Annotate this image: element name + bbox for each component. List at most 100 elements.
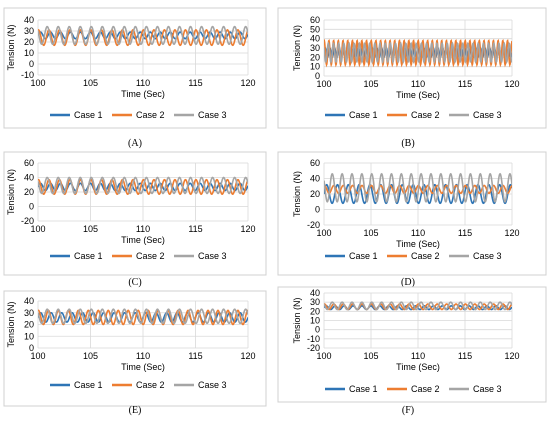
y-tick-label: 40 <box>24 296 34 306</box>
x-tick-label: 120 <box>240 224 255 234</box>
legend-label: Case 1 <box>349 251 378 261</box>
series-line-case-2 <box>324 39 512 68</box>
y-tick-label: -20 <box>307 343 320 353</box>
chart-c: -20 0 20 40 60 100 105 110 115 120 Time (Sec) Tensi… <box>6 158 256 261</box>
x-axis-title: Time (Sec) <box>396 362 440 372</box>
panel-e-frame <box>3 290 267 407</box>
x-axis-title: Time (Sec) <box>121 89 165 99</box>
legend-label: Case 1 <box>74 251 103 261</box>
x-tick-label: 110 <box>136 351 150 361</box>
panel-c: -20 0 20 40 60 100 105 110 115 120 Time (Sec) Tensi… <box>3 151 267 288</box>
y-tick-label: -20 <box>21 216 34 226</box>
y-tick-label: 40 <box>24 173 34 183</box>
legend-label: Case 1 <box>74 380 103 390</box>
x-axis-title: Time (Sec) <box>396 239 440 249</box>
series-line-case-3 <box>38 25 248 46</box>
series-line-case-3 <box>324 41 512 64</box>
y-tick-label: -10 <box>307 334 320 344</box>
legend-label: Case 3 <box>198 110 227 120</box>
legend-label: Case 3 <box>198 251 227 261</box>
y-tick-label: 40 <box>310 174 320 184</box>
x-tick-label: 115 <box>458 79 472 89</box>
panel-b-label: (B) <box>401 138 414 149</box>
y-tick-label: 30 <box>310 297 320 307</box>
series-line-case-3 <box>38 308 248 325</box>
y-tick-label: 60 <box>310 158 320 168</box>
panel-a-label: (A) <box>128 138 142 149</box>
legend-label: Case 2 <box>411 110 440 120</box>
y-tick-label: 0 <box>315 205 320 215</box>
y-tick-label: 0 <box>29 59 34 69</box>
x-tick-label: 115 <box>188 78 202 88</box>
y-tick-label: 30 <box>24 308 34 318</box>
x-tick-label: 105 <box>363 351 378 361</box>
y-tick-label: 20 <box>24 37 34 47</box>
y-tick-label: -10 <box>21 70 34 80</box>
panel-d: -20 0 20 40 60 100 105 110 115 120 Time (Sec) Tensi… <box>277 151 547 288</box>
panel-e-label: (E) <box>129 405 142 416</box>
x-tick-label: 105 <box>83 224 98 234</box>
x-tick-label: 110 <box>136 78 150 88</box>
x-tick-label: 110 <box>411 79 425 89</box>
legend-label: Case 2 <box>136 380 165 390</box>
y-tick-label: 20 <box>24 187 34 197</box>
panel-c-frame <box>3 151 267 276</box>
legend-label: Case 2 <box>136 251 165 261</box>
chart-d: -20 0 20 40 60 100 105 110 115 120 Time (Sec) Tensi… <box>292 158 520 261</box>
series-line-case-3 <box>324 172 512 203</box>
x-tick-label: 115 <box>188 224 202 234</box>
y-tick-label: 60 <box>24 158 34 168</box>
x-tick-label: 120 <box>240 78 255 88</box>
y-tick-label: 10 <box>24 48 34 58</box>
legend-label: Case 3 <box>473 251 502 261</box>
x-tick-label: 100 <box>316 79 331 89</box>
x-tick-label: 120 <box>240 351 255 361</box>
x-tick-label: 100 <box>316 228 331 238</box>
y-tick-label: 0 <box>29 343 34 353</box>
x-axis-title: Time (Sec) <box>121 362 165 372</box>
y-tick-label: 0 <box>29 202 34 212</box>
panel-d-frame <box>277 151 547 276</box>
x-tick-label: 105 <box>363 228 378 238</box>
y-axis-title: Tension (N) <box>292 25 302 71</box>
y-axis-title: Tension (N) <box>6 24 16 70</box>
x-tick-label: 115 <box>188 351 202 361</box>
x-tick-label: 120 <box>504 351 519 361</box>
panel-b-frame <box>277 7 547 129</box>
panel-f-label: (F) <box>402 405 414 416</box>
x-tick-label: 110 <box>411 228 425 238</box>
y-tick-label: 50 <box>310 24 320 34</box>
legend-label: Case 3 <box>473 384 502 394</box>
y-axis-title: Tension (N) <box>292 171 302 217</box>
x-tick-label: 110 <box>136 224 150 234</box>
x-tick-label: 120 <box>504 79 519 89</box>
y-tick-label: 40 <box>310 34 320 44</box>
x-tick-label: 120 <box>504 228 519 238</box>
panel-c-label: (C) <box>128 277 141 288</box>
x-axis-title: Time (Sec) <box>396 90 440 100</box>
y-axis-title: Tension (N) <box>6 301 16 347</box>
y-tick-label: 20 <box>310 306 320 316</box>
x-tick-label: 100 <box>30 351 45 361</box>
y-tick-label: 0 <box>315 71 320 81</box>
legend-label: Case 1 <box>74 110 103 120</box>
y-tick-label: 20 <box>310 189 320 199</box>
legend-label: Case 3 <box>198 380 227 390</box>
y-tick-label: 20 <box>24 320 34 330</box>
x-tick-label: 100 <box>316 351 331 361</box>
x-tick-label: 105 <box>83 78 98 88</box>
series-line-case-2 <box>38 309 248 326</box>
y-tick-label: 40 <box>24 15 34 25</box>
x-tick-label: 100 <box>30 224 45 234</box>
series-line-case-3 <box>38 176 248 195</box>
panel-d-label: (D) <box>401 277 415 288</box>
y-tick-label: 10 <box>310 62 320 72</box>
